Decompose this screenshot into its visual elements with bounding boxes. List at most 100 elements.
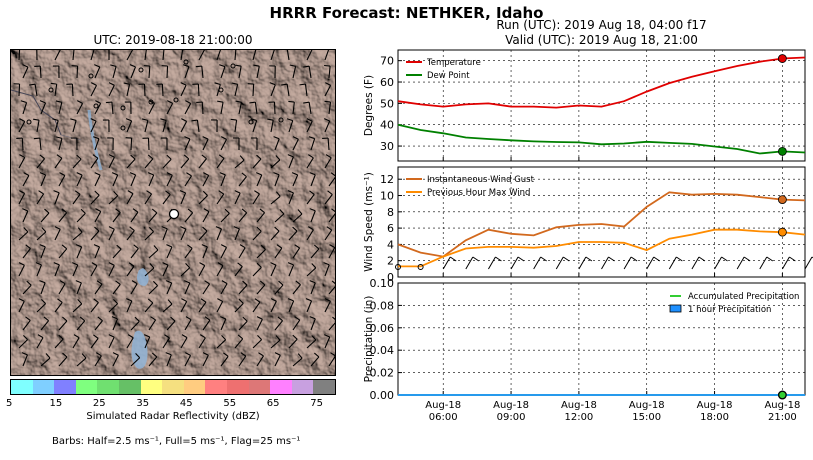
wind-barb-flag (608, 256, 615, 262)
wind-barb-flag (108, 262, 115, 266)
wind-barb-staff (324, 301, 331, 313)
wind-barb-flag (309, 208, 316, 212)
wind-barb-staff (162, 194, 171, 205)
x-tick-label: Aug-18 (764, 400, 800, 411)
wind-barb-flag (313, 244, 320, 250)
wind-barb-flag (221, 280, 228, 285)
calm-wind-marker (395, 264, 401, 270)
wind-barb-flag (231, 82, 238, 85)
wind-barb-flag (129, 172, 136, 176)
wind-barb-staff (18, 83, 21, 97)
wind-barb-staff (126, 158, 136, 169)
wind-barb-flag (330, 352, 335, 357)
wind-barb-staff (94, 320, 103, 331)
wind-barb-staff (162, 50, 165, 61)
wind-barb-staff (256, 174, 263, 187)
wind-barb-staff (148, 285, 158, 295)
x-tick-label: 06:00 (429, 412, 458, 423)
current-value-marker (777, 54, 787, 63)
wind-barb-staff (130, 137, 133, 151)
y-axis-label: Precipitation (in) (363, 296, 375, 383)
wind-barb-flag (57, 298, 63, 303)
wind-barb-flag (143, 334, 150, 338)
colorbar (10, 379, 336, 395)
wind-barb-staff (147, 137, 150, 151)
y-tick-label: 0.08 (370, 299, 395, 312)
wind-barb-flag (128, 262, 135, 267)
wind-barb-flag (166, 172, 173, 176)
wind-barb-staff (220, 66, 226, 79)
wind-barb-flag (653, 256, 660, 262)
wind-barb-staff (126, 265, 135, 277)
wind-barb-flag (115, 208, 121, 213)
wind-barb-flag (257, 334, 263, 341)
wind-barb-staff (21, 137, 24, 151)
wind-barb-flag (287, 262, 294, 266)
wind-barb-staff (108, 195, 119, 205)
wind-barb-staff (76, 103, 84, 115)
wind-barb-staff (126, 120, 133, 133)
wind-barb-flag (219, 64, 226, 68)
wind-barb-staff (18, 300, 25, 313)
wind-barb-staff (288, 230, 298, 241)
wind-barb-staff (274, 355, 281, 367)
wind-barb-staff (39, 138, 42, 151)
wind-barb-staff (94, 103, 102, 115)
wind-barb-staff (90, 338, 99, 349)
wind-barb-staff (162, 264, 169, 277)
wind-barb-staff (238, 355, 247, 367)
wind-barb-staff (308, 66, 312, 79)
wind-barb-flag (151, 352, 158, 358)
wind-barb-flag (166, 154, 172, 160)
wind-barb-staff (76, 213, 86, 223)
wind-barb-staff (252, 339, 263, 349)
wind-barb-flag (201, 244, 208, 248)
wind-barb-staff (324, 120, 331, 133)
wind-barb-flag (148, 226, 154, 232)
wind-barb-staff (288, 300, 295, 313)
wind-barb-staff (58, 138, 63, 151)
wind-barb-staff (197, 83, 200, 97)
wind-barb-flag (256, 172, 262, 176)
wind-barb-staff (162, 303, 173, 313)
wind-barb-flag (313, 352, 320, 358)
lake-north (137, 268, 149, 286)
wind-barb-staff (238, 320, 248, 331)
wind-barb-flag (141, 118, 149, 121)
plot-area (397, 49, 806, 162)
wind-barb-staff (216, 50, 221, 61)
wind-barb-staff (274, 247, 283, 259)
y-tick-label: 50 (380, 97, 394, 110)
wind-barb-staff (306, 267, 317, 277)
wind-barb-flag (309, 172, 316, 176)
wind-barb-staff (198, 230, 208, 241)
wind-barb-staff (273, 101, 276, 115)
legend-label: Previous Hour Max Wind (427, 188, 530, 198)
wind-barb-flag (297, 353, 303, 359)
wind-barb-flag (202, 352, 209, 356)
colorbar-segment (313, 380, 335, 394)
calm-wind-marker (120, 125, 126, 131)
wind-barb-flag (241, 172, 247, 178)
wind-barb-staff (202, 138, 209, 151)
wind-barb-staff (328, 247, 335, 259)
wind-barb-staff (306, 339, 317, 349)
wind-barb-flag (181, 298, 187, 302)
wind-barb-staff (58, 320, 68, 331)
wind-barb-staff (252, 120, 258, 133)
wind-barb-flag (149, 263, 155, 269)
wind-barb-flag (270, 262, 277, 266)
wind-barb-staff (286, 84, 290, 97)
wind-barb-staff (76, 174, 83, 187)
calm-wind-marker (183, 59, 189, 65)
wind-barb-flag (80, 208, 86, 214)
wind-barb-staff (252, 83, 255, 97)
wind-barb-flag (743, 256, 751, 262)
wind-barb-flag (29, 83, 36, 86)
wind-barb-staff (18, 265, 25, 277)
wind-barb-staff (238, 102, 242, 115)
wind-barb-flag (185, 316, 192, 321)
river (87, 109, 103, 171)
wind-barb-flag (127, 334, 134, 339)
wind-barb-staff (274, 284, 284, 295)
